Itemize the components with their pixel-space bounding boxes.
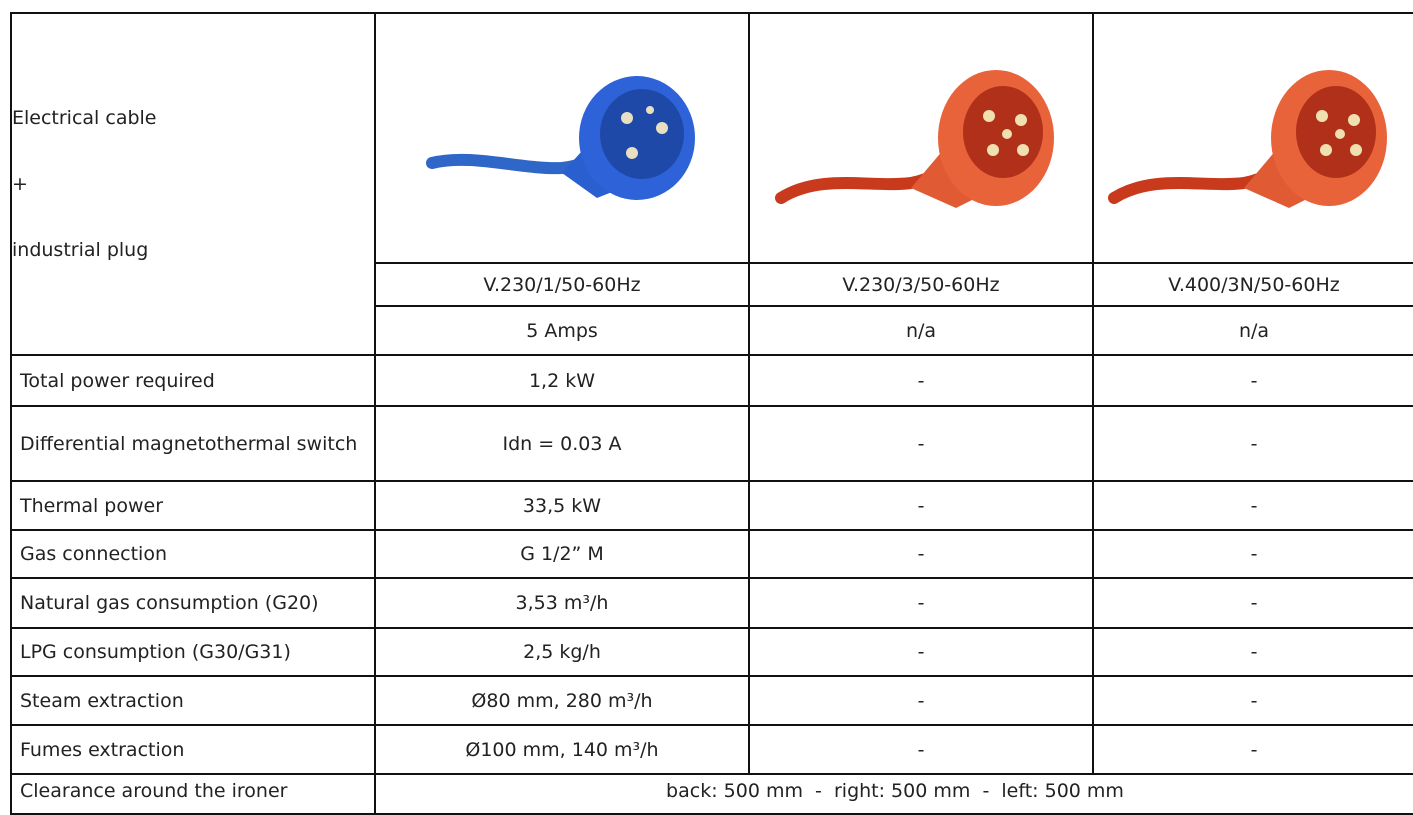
row-value: - (748, 577, 1094, 629)
row-value: Ø100 mm, 140 m³/h (374, 724, 750, 775)
header-label: Electrical cable + industrial plug (10, 12, 376, 356)
row-value: Idn = 0.03 A (374, 405, 750, 482)
row-value: - (748, 405, 1094, 482)
row-value: - (748, 724, 1094, 775)
row-value: G 1/2” M (374, 529, 750, 579)
row-label: Total power required (10, 354, 376, 407)
spec-row: Natural gas consumption (G20) 3,53 m³/h - - (10, 577, 1413, 629)
spec-row: Thermal power 33,5 kW - - (10, 480, 1413, 531)
row-value: 2,5 kg/h (374, 627, 750, 677)
row-label: LPG consumption (G30/G31) (10, 627, 376, 677)
clearance-row: Clearance around the ironer back: 500 mm … (10, 773, 1413, 815)
page: Electrical cable + industrial plug (10, 12, 1413, 815)
amps-row: 5 Amps n/a n/a (11, 305, 1413, 356)
row-value: - (1092, 577, 1413, 629)
row-label: Natural gas consumption (G20) (10, 577, 376, 629)
plug-cell (374, 12, 750, 264)
spec-row: LPG consumption (G30/G31) 2,5 kg/h - - (10, 627, 1413, 677)
row-value: - (1092, 724, 1413, 775)
row-label: Steam extraction (10, 675, 376, 726)
row-value: back: 500 mm - right: 500 mm - left: 500… (374, 773, 1413, 815)
row-label: Thermal power (10, 480, 376, 531)
plug-row: Electrical cable + industrial plug (10, 12, 1413, 356)
row-label: Gas connection (10, 529, 376, 579)
spec-row: Differential magnetothermal switch Idn = … (10, 405, 1413, 482)
spec-row: Gas connection G 1/2” M-- (10, 529, 1413, 579)
label-line: industrial plug (12, 239, 149, 261)
amps: 5 Amps (374, 305, 750, 356)
row-value: - (748, 675, 1094, 726)
spec-row: Fumes extraction Ø100 mm, 140 m³/h - - (10, 724, 1413, 775)
voltage: V.230/3/50-60Hz (748, 262, 1094, 307)
label-line: + (12, 173, 28, 195)
voltage-row: V.230/1/50-60Hz V.230/3/50-60Hz V.400/3N… (11, 262, 1413, 307)
row-value: 3,53 m³/h (374, 577, 750, 629)
row-value: Ø80 mm, 280 m³/h (374, 675, 750, 726)
row-value: - (1092, 675, 1413, 726)
row-value: - (1092, 480, 1413, 531)
spec-row: Total power required 1,2 kW - - (10, 354, 1413, 407)
row-value: 33,5 kW (374, 480, 750, 531)
voltage: V.400/3N/50-60Hz (1092, 262, 1413, 307)
row-label: Clearance around the ironer (10, 773, 376, 815)
spec-row: Steam extraction Ø80 mm, 280 m³/h - - (10, 675, 1413, 726)
red-plug (1108, 70, 1387, 208)
row-value: - (1092, 627, 1413, 677)
amps: n/a (1092, 305, 1413, 356)
blue-plug (426, 76, 695, 200)
row-value: - (748, 354, 1094, 407)
row-value: - (1092, 354, 1413, 407)
plug-cell (748, 12, 1094, 264)
row-label: Fumes extraction (10, 724, 376, 775)
row-value: - (1092, 529, 1413, 579)
row-value: - (748, 480, 1094, 531)
row-value: - (748, 529, 1094, 579)
row-value: - (1092, 405, 1413, 482)
red-plug (775, 70, 1054, 208)
spec-table: Electrical cable + industrial plug (10, 12, 1413, 815)
label-line: Electrical cable (12, 107, 157, 129)
row-value: 1,2 kW (374, 354, 750, 407)
amps: n/a (748, 305, 1094, 356)
plug-cell (1092, 12, 1413, 264)
row-value: - (748, 627, 1094, 677)
voltage: V.230/1/50-60Hz (374, 262, 750, 307)
row-label: Differential magnetothermal switch (10, 405, 376, 482)
